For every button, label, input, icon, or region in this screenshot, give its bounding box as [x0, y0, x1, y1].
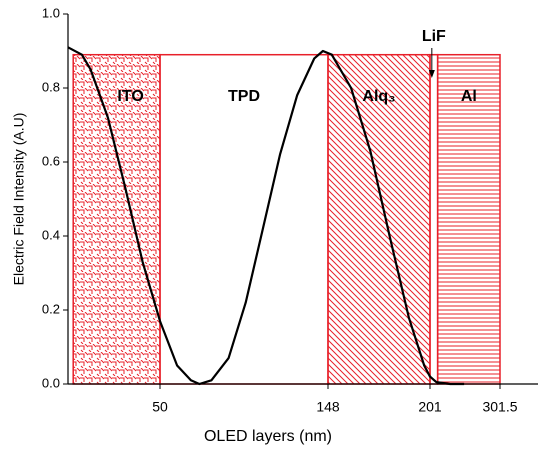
x-tick-label: 148	[316, 399, 340, 415]
layer-label: TPD	[228, 88, 260, 105]
y-tick-label: 0.2	[42, 301, 60, 316]
layer	[436, 53, 501, 385]
arrow-head	[428, 70, 435, 78]
x-tick-label: 201	[418, 399, 442, 415]
layer-label: LiF	[422, 28, 446, 45]
y-tick-label: 1.0	[42, 5, 60, 20]
layer	[72, 53, 161, 385]
layer	[429, 53, 439, 385]
y-axis-label: Electric Field Intensity (A.U)	[11, 113, 27, 286]
y-tick-label: 0.0	[42, 375, 60, 390]
y-tick-label: 0.4	[42, 227, 60, 242]
layer-label: Al	[461, 88, 477, 105]
x-tick-label: 301.5	[482, 399, 517, 415]
curve	[67, 46, 465, 386]
y-tick-label: 0.6	[42, 153, 60, 168]
x-axis-label: OLED layers (nm)	[204, 428, 332, 445]
x-tick-label: 50	[152, 399, 168, 415]
layer-label: Alq₃	[362, 88, 395, 105]
layer-label: ITO	[117, 88, 143, 105]
y-tick-label: 0.8	[42, 79, 60, 94]
